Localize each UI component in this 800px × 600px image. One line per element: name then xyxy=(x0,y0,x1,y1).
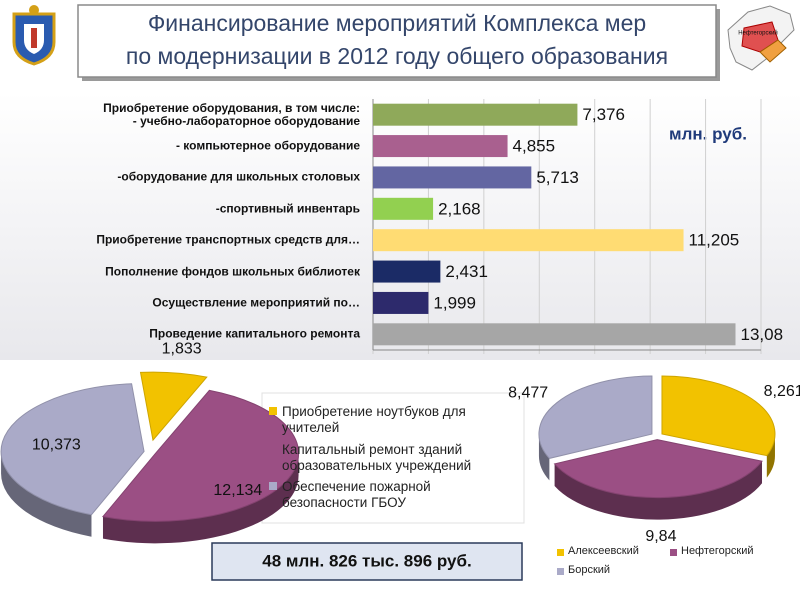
pie-slice xyxy=(661,375,776,478)
slice-side xyxy=(1,451,92,537)
slice-top xyxy=(102,389,300,522)
map-label: Нефтегорский xyxy=(738,30,778,37)
value-label: 2,168 xyxy=(438,199,481,218)
category-label: Приобретение транспортных средств для… xyxy=(96,232,360,247)
legend-swatch xyxy=(557,568,564,575)
value-label: 9,84 xyxy=(645,528,676,545)
slice-side xyxy=(554,461,763,520)
bar xyxy=(373,291,429,314)
legend-label: Алексеевский xyxy=(568,545,639,557)
category-label: -оборудование для школьных столовых xyxy=(117,169,360,184)
total-label: 48 млн. 826 тыс. 896 руб. xyxy=(262,551,471,570)
bar xyxy=(373,229,684,252)
value-label: 8,261 xyxy=(764,383,800,400)
legend-swatch xyxy=(269,482,277,490)
value-label: 11,205 xyxy=(689,231,740,250)
slice-side xyxy=(766,433,775,478)
legend-box xyxy=(261,392,525,524)
legend-label: Обеспечение пожарной безопасности ГБОУ xyxy=(282,479,431,510)
bar xyxy=(373,135,508,158)
category-label: Осуществление мероприятий по… xyxy=(152,295,360,310)
legend-swatch xyxy=(670,549,677,556)
pie-slice xyxy=(538,375,653,481)
value-label: 12,134 xyxy=(213,482,262,499)
category-label: - компьютерное оборудование xyxy=(175,138,360,153)
legend-label: Капитальный ремонт зданий образовательны… xyxy=(282,442,472,473)
category-label: -спортивный инвентарь xyxy=(215,201,360,216)
bar xyxy=(373,166,532,189)
category-label: Проведение капитального ремонта xyxy=(149,326,360,341)
bar xyxy=(373,323,736,346)
title-line: по модернизации в 2012 году общего образ… xyxy=(126,43,668,69)
region-map xyxy=(727,5,795,71)
pie-slice xyxy=(0,383,145,537)
slice-top xyxy=(538,375,653,459)
pie-slice xyxy=(102,389,300,544)
value-label: 4,855 xyxy=(513,137,556,156)
bar xyxy=(373,103,578,126)
value-label: 5,713 xyxy=(536,168,579,187)
legend-swatch xyxy=(269,407,277,415)
pie-slice xyxy=(553,439,763,520)
legend-swatch xyxy=(557,549,564,556)
pie-slice xyxy=(139,371,208,442)
title-box xyxy=(77,4,717,78)
slice-top xyxy=(139,371,208,442)
legend-label: Нефтегорский xyxy=(681,545,754,557)
title-line: Финансирование мероприятий Комплекса мер xyxy=(148,10,646,36)
coat-of-arms xyxy=(12,5,56,66)
value-label: 7,376 xyxy=(582,105,625,124)
value-label: 8,477 xyxy=(508,385,548,402)
value-label: 10,373 xyxy=(32,437,81,454)
bar xyxy=(373,197,434,220)
value-label: 1,833 xyxy=(162,341,202,358)
value-label: 2,431 xyxy=(445,262,488,281)
legend-swatch xyxy=(269,445,277,453)
slice-top xyxy=(0,383,145,516)
slice-side xyxy=(538,434,550,481)
value-label: 1,999 xyxy=(433,293,476,312)
unit-label: млн. руб. xyxy=(669,124,747,143)
total-box xyxy=(211,542,523,581)
value-label: 13,08 xyxy=(741,325,784,344)
category-label: Пополнение фондов школьных библиотек xyxy=(105,264,360,279)
bar xyxy=(373,260,441,283)
legend-label: Борский xyxy=(568,564,611,576)
slice-side xyxy=(102,453,299,544)
category-label: Приобретение оборудования, в том числе: … xyxy=(103,100,360,128)
slice-top xyxy=(661,375,776,457)
legend-label: Приобретение ноутбуков для учителей xyxy=(282,404,466,435)
slice-top xyxy=(553,439,763,499)
